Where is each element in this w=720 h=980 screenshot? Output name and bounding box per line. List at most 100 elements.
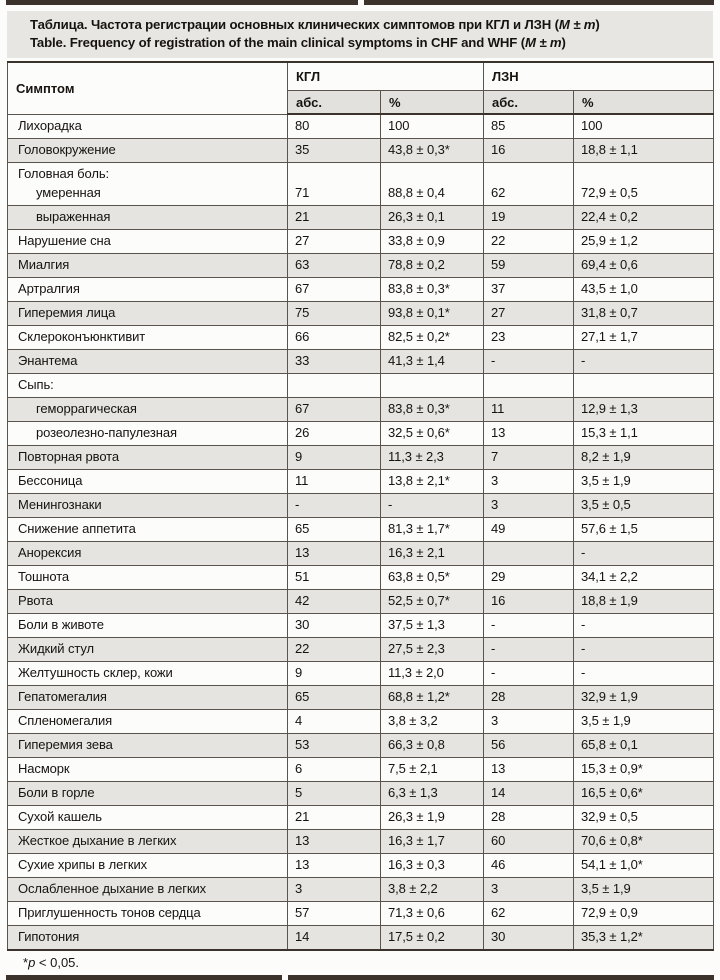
symptom-cell: Приглушенность тонов сердца [7,901,288,926]
kgl-pct-cell: 83,8 ± 0,3* [379,397,485,422]
lzn-pct-cell: 18,8 ± 1,9 [573,589,715,614]
table-row: Лихорадка 80 100 85 100 [7,113,715,139]
kgl-pct-cell: 71,3 ± 0,6 [379,901,485,926]
lzn-abs-cell: 3 [483,709,575,734]
lzn-abs-cell: 59 [483,253,575,278]
kgl-abs-cell: 14 [287,925,381,951]
symptom-cell: Боли в животе [7,613,288,638]
lzn-pct-cell: 69,4 ± 0,6 [573,253,715,278]
lzn-abs-cell: 3 [483,469,575,494]
lzn-abs-cell: 37 [483,277,575,302]
lzn-abs-cell: 7 [483,445,575,470]
lzn-abs-cell: 60 [483,829,575,854]
kgl-abs-cell: 33 [287,349,381,374]
table-row: Ослабленное дыхание в легких 3 3,8 ± 2,2 3 3… [7,877,715,902]
table-row: Бессоница 11 13,8 ± 2,1* 3 3,5 ± 1,9 [7,469,715,494]
lzn-pct-cell: 3,5 ± 1,9 [573,877,715,902]
lzn-abs-cell: 13 [483,757,575,782]
symptom-cell: Энантема [7,349,288,374]
kgl-abs-cell: - [287,493,381,518]
lzn-pct-cell: 72,9 ± 0,9 [573,901,715,926]
symptom-cell: розеолезно-папулезная [7,421,288,446]
symptom-cell: геморрагическая [7,397,288,422]
symptom-cell: Склероконъюнктивит [7,325,288,350]
lzn-pct-cell: 25,9 ± 1,2 [573,229,715,254]
lzn-pct-cell: 16,5 ± 0,6* [573,781,715,806]
kgl-pct-cell: 32,5 ± 0,6* [379,421,485,446]
footnote: *p < 0,05. [7,951,713,975]
symptoms-table: Симптом КГЛ ЛЗН абс. % абс. % Лихорадка 8… [7,61,715,951]
lzn-pct-cell: 35,3 ± 1,2* [573,925,715,951]
symptom-sub-label: умеренная [36,185,101,200]
table-row: Артралгия 67 83,8 ± 0,3* 37 43,5 ± 1,0 [7,277,715,302]
lzn-abs-cell: 11 [483,397,575,422]
kgl-abs-cell: 35 [287,138,381,163]
symptom-cell: Желтушность склер, кожи [7,661,288,686]
bottom-rule-gap [282,975,288,980]
kgl-abs-cell: 66 [287,325,381,350]
kgl-pct-cell: 41,3 ± 1,4 [379,349,485,374]
lzn-pct-cell: 3,5 ± 0,5 [573,493,715,518]
lzn-pct-cell: 31,8 ± 0,7 [573,301,715,326]
table-row: Сыпь: [7,373,715,398]
lzn-pct-cell: 65,8 ± 0,1 [573,733,715,758]
lzn-abs-cell: 62 [483,162,575,206]
col-header-lzn-pct: % [573,90,715,115]
lzn-abs-cell: 62 [483,901,575,926]
kgl-abs-cell: 42 [287,589,381,614]
footnote-value: < 0,05. [35,955,80,970]
symptom-cell: Гепатомегалия [7,685,288,710]
kgl-pct-cell: 78,8 ± 0,2 [379,253,485,278]
table-row: Снижение аппетита 65 81,3 ± 1,7* 49 57,6 ± 1… [7,517,715,542]
table-row: Менингознаки - -3 3,5 ± 0,5 [7,493,715,518]
lzn-abs-cell: - [483,637,575,662]
lzn-pct-cell: 34,1 ± 2,2 [573,565,715,590]
symptom-cell: Менингознаки [7,493,288,518]
table-row: Нарушение сна 27 33,8 ± 0,9 22 25,9 ± 1,2 [7,229,715,254]
lzn-abs-cell [483,541,575,566]
kgl-pct-cell: 93,8 ± 0,1* [379,301,485,326]
col-header-symptom: Симптом [7,61,288,115]
caption-ru-close: ) [595,17,600,32]
caption-en-italic: M ± m [524,34,562,50]
kgl-abs-cell: 21 [287,805,381,830]
kgl-abs-cell: 67 [287,397,381,422]
kgl-abs-cell: 21 [287,205,381,230]
caption-ru-text: Таблица. Частота регистрации основных кл… [30,17,559,32]
table-row: геморрагическая 67 83,8 ± 0,3* 11 12,9 ± 1,3 [7,397,715,422]
kgl-pct-cell: 82,5 ± 0,2* [379,325,485,350]
lzn-pct-cell: 18,8 ± 1,1 [573,138,715,163]
kgl-abs-cell: 65 [287,517,381,542]
kgl-pct-cell: 26,3 ± 0,1 [379,205,485,230]
footnote-star: * [23,955,29,970]
kgl-abs-cell: 27 [287,229,381,254]
lzn-pct-cell: 72,9 ± 0,5 [573,162,715,206]
lzn-pct-cell: - [573,349,715,374]
kgl-pct-cell: 33,8 ± 0,9 [379,229,485,254]
col-header-kgl-pct: % [379,90,485,115]
symptom-cell: Бессоница [7,469,288,494]
kgl-pct-cell: 37,5 ± 1,3 [379,613,485,638]
lzn-pct-cell: 8,2 ± 1,9 [573,445,715,470]
kgl-abs-cell: 65 [287,685,381,710]
table-row: Приглушенность тонов сердца 57 71,3 ± 0,6 6… [7,901,715,926]
kgl-abs-cell: 75 [287,301,381,326]
symptom-cell: Спленомегалия [7,709,288,734]
kgl-pct-cell: 13,8 ± 2,1* [379,469,485,494]
kgl-abs-cell: 13 [287,829,381,854]
lzn-abs-cell: 3 [483,877,575,902]
lzn-pct-cell: - [573,541,715,566]
table-row: Боли в горле 5 6,3 ± 1,3 14 16,5 ± 0,6* [7,781,715,806]
lzn-abs-cell: 56 [483,733,575,758]
lzn-pct-cell: 12,9 ± 1,3 [573,397,715,422]
lzn-pct-cell: - [573,661,715,686]
kgl-pct-cell: 26,3 ± 1,9 [379,805,485,830]
table-row: Желтушность склер, кожи 9 11,3 ± 2,0- - [7,661,715,686]
symptom-cell: Лихорадка [7,113,288,139]
kgl-pct-cell [379,373,485,398]
symptom-group-label: Головная боль: [18,166,110,181]
footnote-p: p [28,955,36,970]
kgl-pct-cell: 83,8 ± 0,3* [379,277,485,302]
symptom-cell: Ослабленное дыхание в легких [7,877,288,902]
lzn-pct-cell: 15,3 ± 0,9* [573,757,715,782]
